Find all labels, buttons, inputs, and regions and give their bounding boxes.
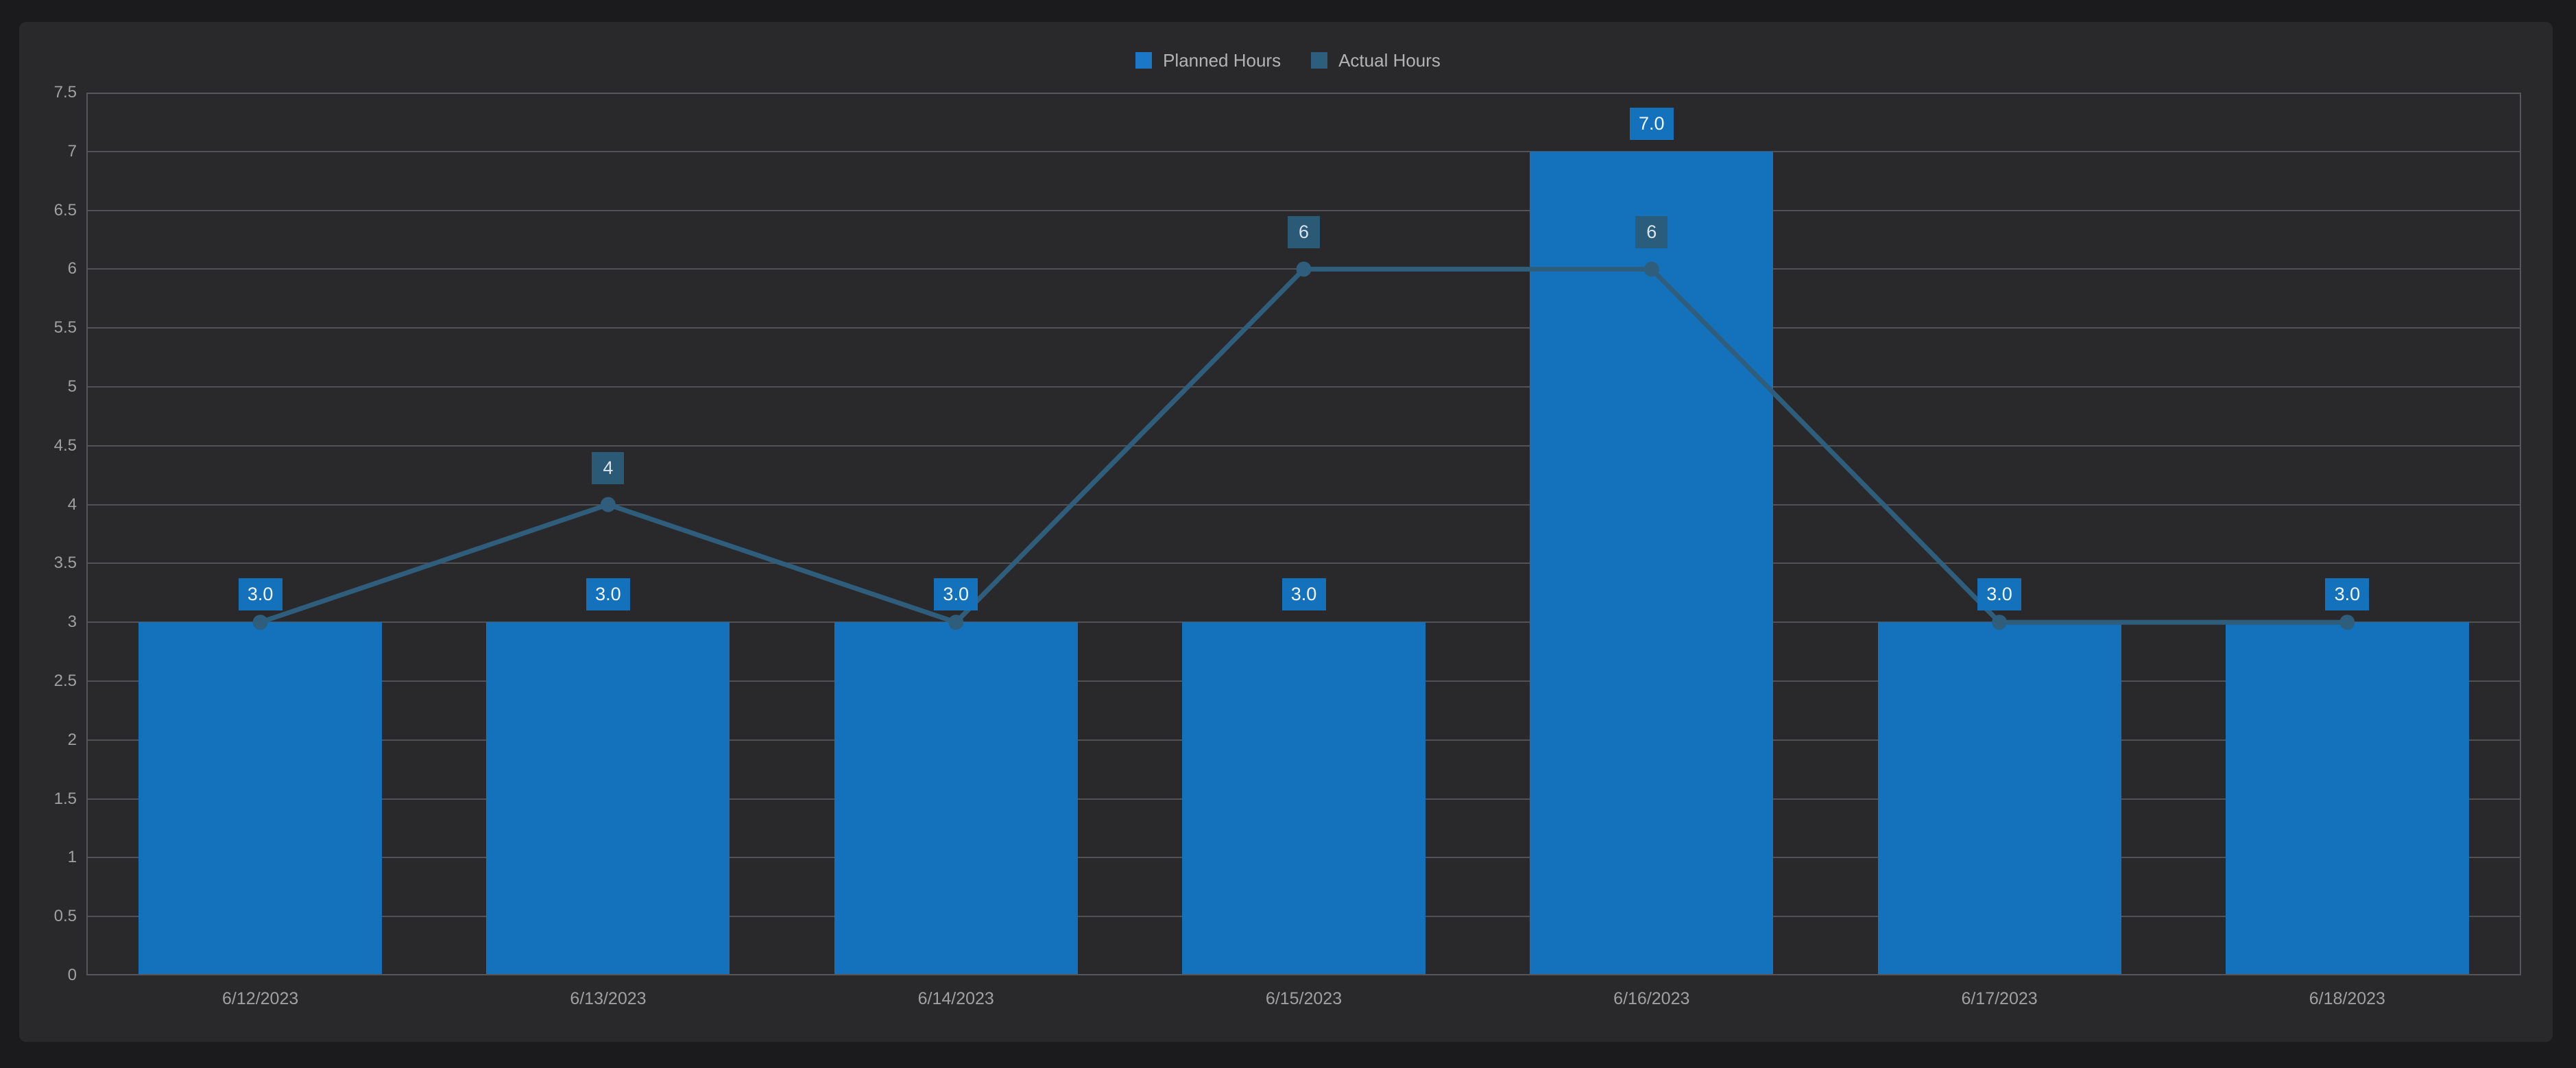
line-point-actual-hours[interactable] (252, 615, 268, 630)
y-tick-label: 1 (67, 848, 77, 867)
line-point-actual-hours[interactable] (1992, 615, 2008, 630)
bar-data-label: 3.0 (586, 578, 630, 611)
bar-planned-hours[interactable] (2225, 622, 2469, 975)
y-tick-label: 6.5 (53, 200, 77, 219)
x-tick-label: 6/15/2023 (1265, 989, 1343, 1008)
y-tick-label: 2 (67, 730, 77, 749)
bar-planned-hours[interactable] (139, 622, 383, 975)
gridline (86, 444, 2521, 447)
bar-planned-hours[interactable] (1182, 622, 1425, 975)
x-tick-label: 6/18/2023 (2309, 989, 2385, 1008)
line-data-label: 4 (592, 451, 625, 484)
line-point-actual-hours[interactable] (1296, 261, 1312, 277)
y-tick-label: 0.5 (53, 907, 77, 926)
bar-data-label: 3.0 (238, 578, 282, 611)
gridline (86, 503, 2521, 506)
chart-legend: Planned Hours Actual Hours (0, 51, 2576, 70)
bar-planned-hours[interactable] (834, 622, 1078, 975)
y-tick-label: 3 (67, 613, 77, 632)
bar-data-label: 3.0 (934, 578, 978, 611)
bar-data-label: 7.0 (1629, 107, 1674, 140)
line-point-actual-hours[interactable] (948, 615, 964, 630)
line-data-label: 6 (1635, 216, 1668, 249)
y-tick-label: 5.5 (53, 318, 77, 337)
gridline (86, 150, 2521, 152)
line-data-label: 6 (1288, 216, 1320, 249)
y-tick-label: 5 (67, 377, 77, 396)
legend-swatch-icon (1135, 52, 1153, 69)
plot-area (86, 93, 2521, 975)
y-tick-label: 4 (67, 495, 77, 514)
y-tick-label: 0 (67, 966, 77, 984)
bar-planned-hours[interactable] (486, 622, 730, 975)
gridline (86, 209, 2521, 211)
bar-data-label: 3.0 (1281, 578, 1326, 611)
y-tick-label: 3.5 (53, 554, 77, 573)
y-tick-label: 4.5 (53, 436, 77, 455)
y-tick-label: 7 (67, 141, 77, 161)
gridline (86, 327, 2521, 329)
y-tick-label: 6 (67, 259, 77, 278)
legend-label: Planned Hours (1163, 50, 1281, 71)
line-series-actual-hours (252, 261, 2355, 630)
gridline (86, 386, 2521, 388)
x-tick-label: 6/12/2023 (222, 989, 299, 1008)
x-tick-label: 6/14/2023 (917, 989, 994, 1008)
line-point-actual-hours[interactable] (2339, 615, 2355, 630)
legend-label: Actual Hours (1338, 50, 1441, 71)
x-tick-label: 6/16/2023 (1613, 989, 1690, 1008)
bar-data-label: 3.0 (1977, 578, 2022, 611)
y-tick-label: 1.5 (53, 789, 77, 808)
legend-item-actual-hours[interactable]: Actual Hours (1311, 51, 1441, 70)
x-tick-label: 6/17/2023 (1961, 989, 2038, 1008)
gridline (86, 562, 2521, 565)
legend-swatch-icon (1311, 52, 1328, 69)
bar-planned-hours[interactable] (1530, 151, 1774, 975)
bar-planned-hours[interactable] (1877, 622, 2121, 975)
y-tick-label: 7.5 (53, 83, 77, 102)
actual-hours-line (259, 266, 2348, 625)
y-tick-label: 2.5 (53, 672, 77, 690)
line-point-actual-hours[interactable] (600, 497, 616, 512)
legend-item-planned-hours[interactable]: Planned Hours (1135, 51, 1281, 70)
x-tick-label: 6/13/2023 (570, 989, 647, 1008)
line-point-actual-hours[interactable] (1644, 261, 1659, 277)
bar-data-label: 3.0 (2325, 578, 2370, 611)
